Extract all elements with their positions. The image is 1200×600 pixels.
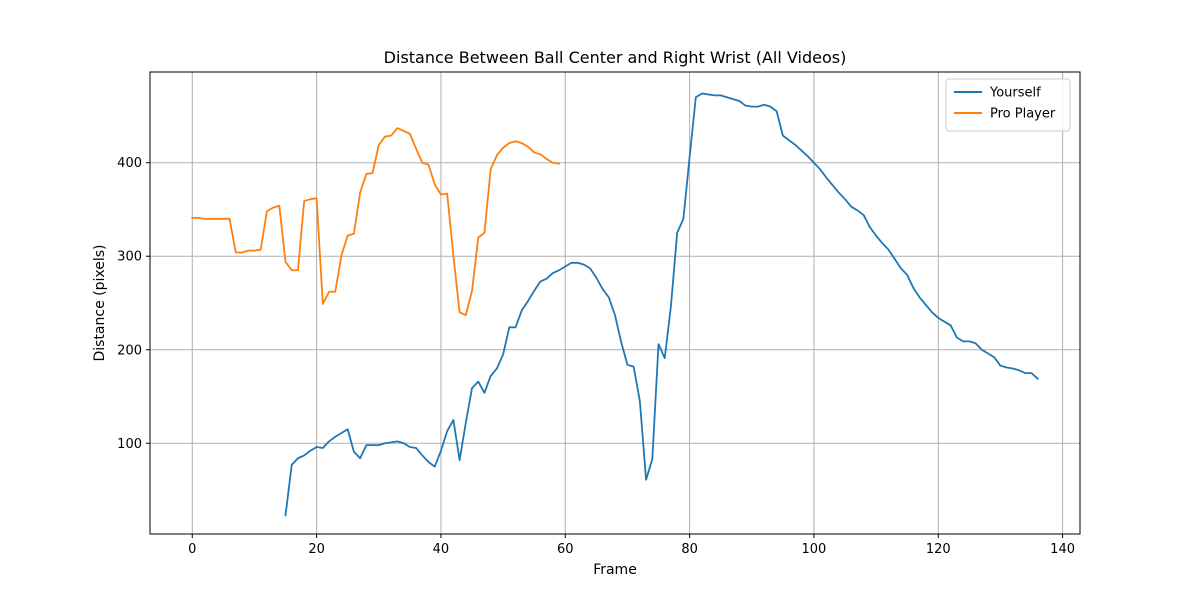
grid-layer (150, 72, 1080, 534)
x-tick-label: 80 (681, 542, 698, 557)
x-tick-label: 40 (433, 542, 450, 557)
x-tick-label: 0 (188, 542, 196, 557)
y-tick-label: 300 (117, 250, 142, 265)
x-tick-label: 140 (1050, 542, 1075, 557)
x-axis-label: Frame (593, 562, 637, 578)
y-tick-label: 200 (117, 343, 142, 358)
plot-frame (149, 71, 1081, 535)
series-layer (191, 92, 1040, 517)
y-axis-label: Distance (pixels) (92, 244, 108, 361)
legend-label: Pro Player (990, 107, 1056, 122)
series-line-pro-player (191, 127, 561, 317)
chart-title: Distance Between Ball Center and Right W… (384, 48, 847, 67)
series-line-yourself (284, 92, 1040, 517)
x-tick-label: 120 (926, 542, 951, 557)
x-tick-label: 60 (557, 542, 574, 557)
legend-label: Yourself (989, 86, 1041, 101)
y-tick-label: 400 (117, 156, 142, 171)
legend: Yourself Pro Player (945, 78, 1071, 132)
x-tick-label: 20 (308, 542, 325, 557)
tick-layer: 0 20 40 60 80 100 120 140 100 200 300 400 (117, 156, 1075, 557)
y-tick-label: 100 (117, 437, 142, 452)
x-tick-label: 100 (802, 542, 827, 557)
